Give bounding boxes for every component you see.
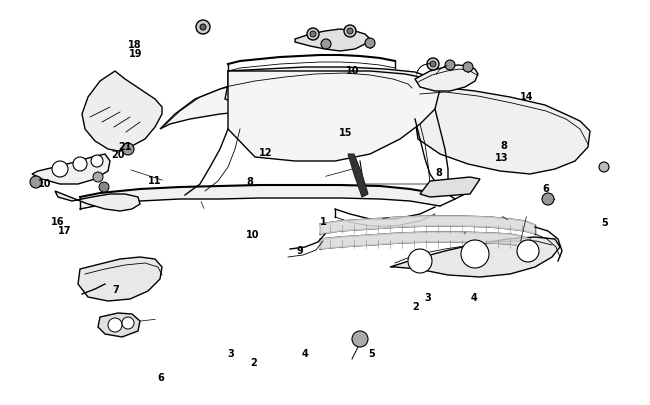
Circle shape bbox=[430, 62, 436, 68]
Text: 11: 11 bbox=[148, 175, 161, 185]
Polygon shape bbox=[390, 237, 560, 277]
Polygon shape bbox=[80, 185, 440, 209]
Circle shape bbox=[427, 59, 439, 71]
Text: 2: 2 bbox=[250, 358, 257, 367]
Circle shape bbox=[344, 26, 356, 38]
Text: 21: 21 bbox=[118, 142, 131, 151]
Text: 19: 19 bbox=[129, 49, 142, 58]
Circle shape bbox=[91, 156, 103, 168]
Text: 2: 2 bbox=[413, 301, 419, 311]
Circle shape bbox=[408, 249, 432, 273]
Circle shape bbox=[517, 241, 539, 262]
Text: 6: 6 bbox=[157, 372, 164, 382]
Polygon shape bbox=[420, 177, 480, 198]
Circle shape bbox=[599, 162, 609, 173]
Circle shape bbox=[73, 158, 87, 172]
Polygon shape bbox=[78, 257, 162, 301]
Polygon shape bbox=[82, 72, 162, 151]
Text: 10: 10 bbox=[246, 230, 259, 240]
Circle shape bbox=[352, 331, 368, 347]
Circle shape bbox=[30, 177, 42, 189]
Text: 15: 15 bbox=[339, 128, 352, 138]
Circle shape bbox=[307, 29, 319, 41]
Polygon shape bbox=[348, 155, 368, 198]
Circle shape bbox=[445, 61, 455, 71]
Circle shape bbox=[365, 39, 375, 49]
Circle shape bbox=[542, 194, 554, 205]
Text: 7: 7 bbox=[112, 285, 119, 294]
Circle shape bbox=[461, 241, 489, 269]
Polygon shape bbox=[295, 30, 370, 52]
Polygon shape bbox=[32, 155, 110, 185]
Circle shape bbox=[196, 21, 210, 35]
FancyArrowPatch shape bbox=[417, 65, 430, 72]
Text: 4: 4 bbox=[302, 348, 309, 358]
FancyArrowPatch shape bbox=[417, 65, 430, 75]
Circle shape bbox=[200, 25, 206, 31]
Text: 6: 6 bbox=[543, 183, 549, 193]
Text: 9: 9 bbox=[297, 245, 304, 255]
Text: 8: 8 bbox=[436, 167, 442, 177]
Text: 10: 10 bbox=[38, 178, 51, 188]
Circle shape bbox=[108, 318, 122, 332]
Polygon shape bbox=[320, 216, 535, 234]
Circle shape bbox=[52, 162, 68, 177]
Polygon shape bbox=[55, 192, 140, 211]
Circle shape bbox=[122, 317, 134, 329]
Polygon shape bbox=[160, 72, 420, 130]
Text: 17: 17 bbox=[58, 225, 72, 235]
Text: 8: 8 bbox=[500, 141, 507, 151]
Text: 4: 4 bbox=[471, 293, 478, 303]
Text: 5: 5 bbox=[601, 218, 608, 228]
Text: 3: 3 bbox=[227, 348, 234, 358]
Text: 12: 12 bbox=[259, 148, 272, 158]
Text: 14: 14 bbox=[520, 92, 533, 101]
Polygon shape bbox=[320, 232, 530, 249]
Text: 20: 20 bbox=[112, 150, 125, 160]
Text: 8: 8 bbox=[247, 177, 254, 186]
Text: 1: 1 bbox=[320, 217, 327, 227]
Circle shape bbox=[347, 29, 353, 35]
FancyArrowPatch shape bbox=[436, 66, 447, 75]
Circle shape bbox=[99, 183, 109, 192]
Text: 3: 3 bbox=[424, 293, 431, 303]
Polygon shape bbox=[225, 68, 440, 112]
Circle shape bbox=[93, 173, 103, 183]
Text: 13: 13 bbox=[495, 153, 508, 163]
Text: 16: 16 bbox=[51, 217, 64, 227]
Circle shape bbox=[463, 63, 473, 73]
Circle shape bbox=[321, 40, 331, 50]
Text: 5: 5 bbox=[369, 348, 375, 358]
Polygon shape bbox=[415, 66, 478, 92]
Polygon shape bbox=[228, 72, 440, 162]
Circle shape bbox=[310, 32, 316, 38]
Circle shape bbox=[122, 144, 134, 156]
Text: 18: 18 bbox=[129, 40, 142, 50]
Polygon shape bbox=[98, 313, 140, 337]
Polygon shape bbox=[415, 88, 590, 175]
Text: 10: 10 bbox=[346, 66, 359, 76]
